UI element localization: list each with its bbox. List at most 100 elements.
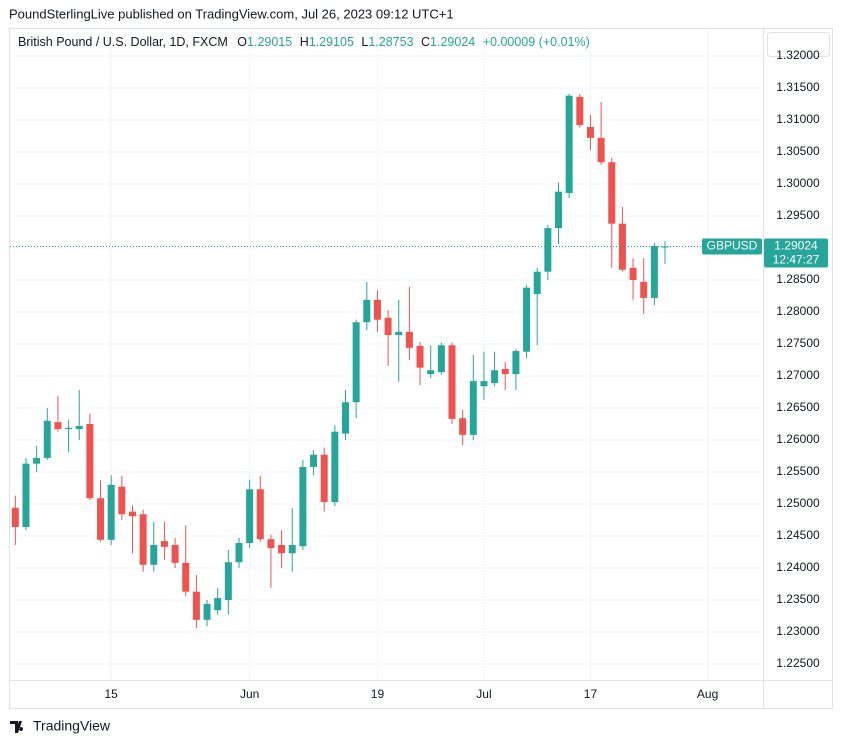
legend-change: +0.00009 (+0.01%) [483, 35, 590, 49]
legend-open: 1.29015 [247, 35, 292, 49]
candle-body [246, 489, 254, 544]
candle-body [341, 402, 349, 434]
x-tick-label: Aug [697, 687, 718, 701]
y-tick-label: 1.24000 [776, 560, 820, 574]
candle-body [299, 466, 307, 547]
candle-body [118, 486, 126, 515]
candle-body [214, 598, 222, 611]
candle-body [331, 431, 339, 503]
candle-body [523, 287, 531, 352]
symbol-label: GBPUSD [707, 239, 758, 253]
settings-box[interactable] [767, 32, 830, 57]
price-tag [764, 238, 828, 268]
y-tick-label: 1.32000 [776, 48, 820, 62]
candle-body [43, 420, 51, 458]
candle-body [278, 544, 286, 554]
candle-body [150, 544, 158, 565]
candle-body [576, 96, 584, 126]
candle-body [448, 345, 456, 419]
candle-body [650, 246, 658, 298]
candle-body [256, 489, 264, 540]
y-tick-label: 1.25000 [776, 496, 820, 510]
y-tick-label: 1.27500 [776, 336, 820, 350]
candle-body [661, 246, 669, 248]
footer-logo [10, 721, 24, 733]
candle-body [427, 370, 435, 375]
candle-body [501, 368, 509, 375]
grid [10, 28, 763, 680]
candle-body [11, 507, 19, 528]
y-tick-label: 1.26500 [776, 400, 820, 414]
x-tick-label: Jun [240, 687, 259, 701]
x-tick-label: Jul [476, 687, 491, 701]
candle-body [33, 457, 41, 464]
symbol-tag [702, 238, 762, 255]
candle-body [480, 381, 488, 387]
y-tick-label: 1.22500 [776, 656, 820, 670]
y-tick-label: 1.23500 [776, 592, 820, 606]
candle-body [171, 544, 179, 563]
y-tick-label: 1.29500 [776, 208, 820, 222]
y-tick-label: 1.28500 [776, 272, 820, 286]
candle-body [384, 317, 392, 336]
publisher: PoundSterlingLive published on TradingVi… [9, 6, 454, 21]
candle-body [363, 299, 371, 323]
legend-title: British Pound / U.S. Dollar, 1D, FXCM [18, 35, 228, 49]
candle-body [459, 418, 467, 435]
candle-body [288, 544, 296, 554]
candle-body [608, 162, 616, 224]
legend-l: L [361, 35, 368, 49]
candle-body [533, 271, 541, 295]
y-tick-label: 1.26000 [776, 432, 820, 446]
candle-body [267, 539, 275, 549]
y-tick-label: 1.30000 [776, 176, 820, 190]
candle-body [469, 381, 477, 435]
footer-brand: TradingView [33, 718, 111, 734]
y-tick-label: 1.23000 [776, 624, 820, 638]
candle-body [565, 95, 573, 193]
candle-body [75, 425, 83, 430]
frame [9, 28, 833, 709]
candle-body [352, 322, 360, 403]
x-tick-label: 19 [371, 687, 385, 701]
candle-body [437, 345, 445, 373]
legend-low: 1.28753 [368, 35, 413, 49]
candle-body [86, 423, 94, 499]
candle-body [629, 267, 637, 280]
countdown-label: 12:47:27 [773, 253, 820, 267]
y-tick-label: 1.30500 [776, 144, 820, 158]
candle-body [65, 427, 73, 430]
candle-body [203, 603, 211, 620]
y-tick-label: 1.31500 [776, 80, 820, 94]
legend-c: C [421, 35, 430, 49]
candle-body [586, 127, 594, 138]
candle-body [139, 514, 147, 565]
candles [10, 93, 763, 629]
candle-body [491, 370, 499, 384]
candle-body [97, 498, 105, 540]
candle-body [128, 511, 136, 517]
candle-body [22, 463, 30, 528]
candle-body [224, 562, 232, 600]
candle-body [512, 351, 520, 375]
candle-body [192, 591, 200, 620]
candle-body [160, 541, 168, 547]
candle-body [182, 562, 190, 592]
candle-body [310, 454, 318, 467]
candle-body [320, 454, 328, 503]
candle-body [416, 345, 424, 368]
candle-body [54, 422, 62, 430]
candle-body [373, 299, 381, 320]
candle-body [395, 331, 403, 336]
candle-body [405, 331, 413, 348]
legend: British Pound / U.S. Dollar, 1D, FXCM O1… [18, 35, 590, 49]
legend-close: 1.29024 [430, 35, 475, 49]
candle-body [544, 228, 552, 272]
legend-o: O [237, 35, 247, 49]
candle-body [235, 543, 243, 563]
candle-body [597, 137, 605, 163]
candle-body [640, 281, 648, 298]
